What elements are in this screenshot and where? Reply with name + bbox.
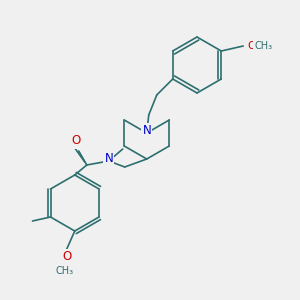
Text: O: O: [62, 250, 71, 263]
Text: N: N: [104, 152, 113, 166]
Text: N: N: [142, 124, 151, 137]
Text: CH₃: CH₃: [56, 266, 74, 276]
Text: O: O: [247, 41, 255, 51]
Text: O: O: [71, 134, 80, 148]
Text: CH₃: CH₃: [254, 41, 272, 51]
